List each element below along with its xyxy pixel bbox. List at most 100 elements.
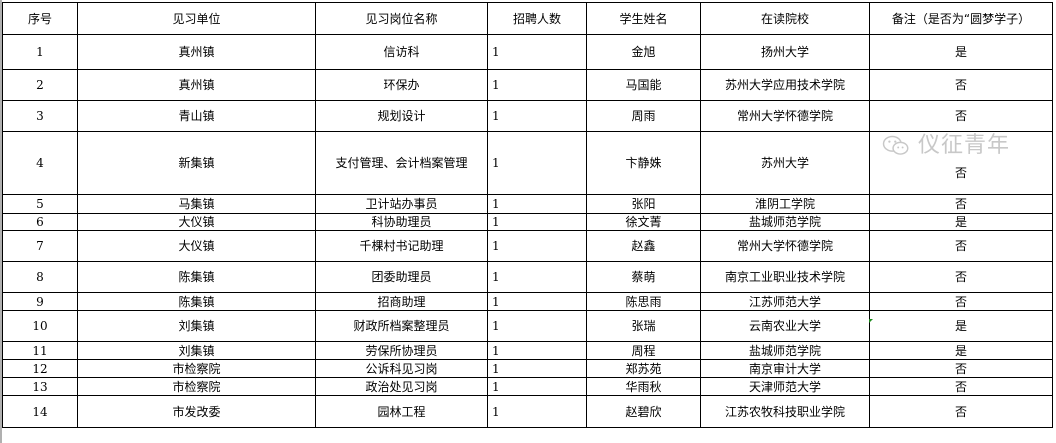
cell-student-name[interactable]: 华雨秋 — [586, 377, 701, 396]
cell-remark[interactable]: 否 — [869, 359, 1053, 378]
cell-school[interactable]: 云南农业大学 — [700, 310, 870, 342]
cell-remark[interactable]: 否 — [869, 377, 1053, 396]
cell-serial-number[interactable]: 13 — [2, 377, 78, 396]
cell-school[interactable]: 盐城师范学院 — [700, 213, 870, 231]
cell-remark[interactable]: 否 — [869, 131, 1053, 195]
cell-position[interactable]: 劳保所协理员 — [315, 341, 488, 360]
cell-student-name[interactable]: 蔡萌 — [586, 261, 701, 293]
table-row: 8 陈集镇 团委助理员 1 蔡萌 南京工业职业技术学院否 — [2, 261, 1053, 293]
cell-school[interactable]: 扬州大学 — [700, 34, 870, 70]
cell-unit[interactable]: 青山镇 — [77, 100, 316, 132]
cell-unit[interactable]: 陈集镇 — [77, 261, 316, 293]
cell-unit[interactable]: 陈集镇 — [77, 292, 316, 311]
cell-position[interactable]: 科协助理员 — [315, 213, 488, 231]
cell-school[interactable]: 常州大学怀德学院 — [700, 230, 870, 262]
cell-remark[interactable]: 否 — [869, 395, 1053, 428]
cell-student-name[interactable]: 马国能 — [586, 69, 701, 101]
cell-remark[interactable]: 是 — [869, 310, 1053, 342]
cell-serial-number[interactable]: 14 — [2, 395, 78, 428]
cell-unit[interactable]: 真州镇 — [77, 69, 316, 101]
cell-unit[interactable]: 刘集镇 — [77, 341, 316, 360]
cell-student-name[interactable]: 周程 — [586, 341, 701, 360]
cell-unit[interactable]: 马集镇 — [77, 194, 316, 214]
cell-position[interactable]: 卫计站办事员 — [315, 194, 488, 214]
cell-unit[interactable]: 真州镇 — [77, 34, 316, 70]
cell-headcount[interactable]: 1 — [487, 69, 587, 101]
cell-headcount[interactable]: 1 — [487, 310, 587, 342]
cell-school[interactable]: 南京审计大学 — [700, 359, 870, 378]
cell-serial-number[interactable]: 4 — [2, 131, 78, 195]
cell-headcount[interactable]: 1 — [487, 213, 587, 231]
cell-school[interactable]: 常州大学怀德学院 — [700, 100, 870, 132]
cell-unit[interactable]: 大仪镇 — [77, 213, 316, 231]
cell-position[interactable]: 园林工程 — [315, 395, 488, 428]
cell-unit[interactable]: 市发改委 — [77, 395, 316, 428]
cell-position[interactable]: 财政所档案整理员 — [315, 310, 488, 342]
cell-school[interactable]: 江苏师范大学 — [700, 292, 870, 311]
cell-student-name[interactable]: 赵碧欣 — [586, 395, 701, 428]
cell-serial-number[interactable]: 5 — [2, 194, 78, 214]
cell-position[interactable]: 公诉科见习岗 — [315, 359, 488, 378]
cell-serial-number[interactable]: 10 — [2, 310, 78, 342]
cell-remark[interactable]: 是 — [869, 213, 1053, 231]
cell-serial-number[interactable]: 2 — [2, 69, 78, 101]
cell-school[interactable]: 盐城师范学院 — [700, 341, 870, 360]
cell-student-name[interactable]: 金旭 — [586, 34, 701, 70]
cell-headcount[interactable]: 1 — [487, 230, 587, 262]
cell-serial-number[interactable]: 1 — [2, 34, 78, 70]
cell-remark[interactable]: 否 — [869, 69, 1053, 101]
cell-headcount[interactable]: 1 — [487, 377, 587, 396]
table-row: 3 青山镇 规划设计 1 周雨 常州大学怀德学院否 — [2, 100, 1053, 132]
cell-serial-number[interactable]: 9 — [2, 292, 78, 311]
cell-position[interactable]: 信访科 — [315, 34, 488, 70]
cell-remark[interactable]: 否 — [869, 100, 1053, 132]
cell-position[interactable]: 团委助理员 — [315, 261, 488, 293]
cell-school[interactable]: 淮阴工学院 — [700, 194, 870, 214]
cell-serial-number[interactable]: 6 — [2, 213, 78, 231]
cell-student-name[interactable]: 卞静姝 — [586, 131, 701, 195]
cell-school[interactable]: 江苏农牧科技职业学院 — [700, 395, 870, 428]
cell-remark[interactable]: 否 — [869, 261, 1053, 293]
cell-student-name[interactable]: 张瑞 — [586, 310, 701, 342]
cell-serial-number[interactable]: 7 — [2, 230, 78, 262]
cell-position[interactable]: 政治处见习岗 — [315, 377, 488, 396]
cell-headcount[interactable]: 1 — [487, 359, 587, 378]
cell-student-name[interactable]: 郑苏苑 — [586, 359, 701, 378]
cell-headcount[interactable]: 1 — [487, 395, 587, 428]
cell-position[interactable]: 规划设计 — [315, 100, 488, 132]
cell-headcount[interactable]: 1 — [487, 341, 587, 360]
cell-unit[interactable]: 市检察院 — [77, 359, 316, 378]
cell-serial-number[interactable]: 12 — [2, 359, 78, 378]
cell-school[interactable]: 苏州大学应用技术学院 — [700, 69, 870, 101]
cell-remark[interactable]: 否 — [869, 292, 1053, 311]
cell-student-name[interactable]: 陈思雨 — [586, 292, 701, 311]
cell-remark[interactable]: 否 — [869, 194, 1053, 214]
cell-school[interactable]: 南京工业职业技术学院 — [700, 261, 870, 293]
cell-remark[interactable]: 是 — [869, 341, 1053, 360]
cell-student-name[interactable]: 徐文菁 — [586, 213, 701, 231]
cell-headcount[interactable]: 1 — [487, 194, 587, 214]
cell-school[interactable]: 天津师范大学 — [700, 377, 870, 396]
cell-unit[interactable]: 市检察院 — [77, 377, 316, 396]
cell-unit[interactable]: 刘集镇 — [77, 310, 316, 342]
cell-position[interactable]: 招商助理 — [315, 292, 488, 311]
cell-student-name[interactable]: 赵鑫 — [586, 230, 701, 262]
cell-headcount[interactable]: 1 — [487, 131, 587, 195]
cell-position[interactable]: 千棵村书记助理 — [315, 230, 488, 262]
cell-student-name[interactable]: 周雨 — [586, 100, 701, 132]
cell-position[interactable]: 环保办 — [315, 69, 488, 101]
cell-school[interactable]: 苏州大学 — [700, 131, 870, 195]
cell-serial-number[interactable]: 11 — [2, 341, 78, 360]
cell-serial-number[interactable]: 8 — [2, 261, 78, 293]
cell-remark[interactable]: 是 — [869, 34, 1053, 70]
cell-headcount[interactable]: 1 — [487, 100, 587, 132]
cell-position[interactable]: 支付管理、会计档案管理 — [315, 131, 488, 195]
cell-unit[interactable]: 大仪镇 — [77, 230, 316, 262]
cell-unit[interactable]: 新集镇 — [77, 131, 316, 195]
cell-serial-number[interactable]: 3 — [2, 100, 78, 132]
cell-headcount[interactable]: 1 — [487, 34, 587, 70]
cell-headcount[interactable]: 1 — [487, 261, 587, 293]
cell-headcount[interactable]: 1 — [487, 292, 587, 311]
cell-remark[interactable]: 否 — [869, 230, 1053, 262]
cell-student-name[interactable]: 张阳 — [586, 194, 701, 214]
